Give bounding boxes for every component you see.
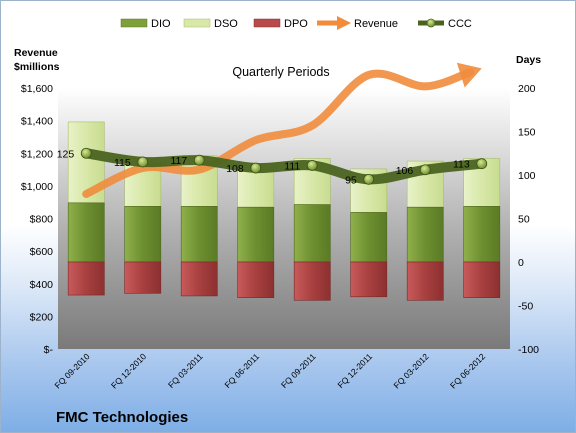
- category-labels: FQ 09-2010 FQ 12-2010 FQ 03-2011 FQ 06-2…: [53, 351, 488, 390]
- legend-swatch-dio: [120, 18, 148, 28]
- ccc-data-label: 95: [345, 174, 357, 186]
- left-axis-title-line2: $millions: [14, 61, 60, 73]
- category-label: FQ 12-2011: [335, 351, 374, 390]
- ccc-marker: [476, 158, 488, 170]
- bar-dpo: [293, 261, 331, 301]
- left-tick-label: $400: [30, 279, 54, 291]
- bar-dio: [406, 206, 444, 263]
- bar-dpo: [67, 261, 105, 296]
- left-tick-label: $800: [30, 214, 54, 226]
- legend-marker-ccc: [426, 18, 436, 28]
- ccc-data-label: 117: [171, 155, 188, 167]
- ccc-data-label: 111: [284, 160, 300, 172]
- category-label: FQ 12-2010: [109, 351, 148, 390]
- bar-dio: [350, 212, 388, 263]
- legend-item-dio: DIO: [120, 18, 171, 30]
- bar-dpo: [180, 261, 218, 297]
- category-label: FQ 09-2010: [53, 351, 92, 390]
- chart-title: Quarterly Periods: [232, 65, 329, 79]
- bar-dio: [67, 202, 105, 263]
- right-tick-label: 150: [518, 127, 536, 139]
- ccc-marker: [250, 162, 262, 174]
- legend-arrow-icon: [337, 16, 351, 30]
- legend-swatch-dpo: [253, 18, 281, 28]
- left-tick-label: $1,400: [21, 116, 53, 128]
- right-axis-title: Days: [516, 54, 541, 66]
- ccc-marker: [363, 173, 375, 185]
- ccc-marker: [193, 154, 205, 166]
- legend-item-ccc: CCC: [418, 18, 472, 30]
- category-label: FQ 03-2012: [392, 351, 431, 390]
- right-tick-label: 50: [518, 214, 530, 226]
- bar-dio: [237, 206, 275, 263]
- left-axis-title-line1: Revenue: [14, 47, 58, 59]
- ccc-marker: [137, 156, 149, 168]
- ccc-data-label: 115: [114, 157, 131, 169]
- bar-dio: [463, 206, 501, 263]
- right-axis-ticks: 200 150 100 50 0 -50 -100: [518, 83, 539, 356]
- left-axis-ticks: $1,600 $1,400 $1,200 $1,000 $800 $600 $4…: [21, 83, 54, 356]
- ccc-marker: [419, 164, 431, 176]
- legend: DIO DSO DPO Revenue CCC: [120, 16, 472, 30]
- legend-swatch-dso: [183, 18, 211, 28]
- right-tick-label: 100: [518, 170, 536, 182]
- left-tick-label: $1,200: [21, 148, 53, 160]
- bar-dpo: [463, 261, 501, 298]
- revenue-arrow-icon: [456, 62, 482, 88]
- ccc-marker: [306, 160, 318, 171]
- right-tick-label: 200: [518, 83, 536, 95]
- legend-item-revenue: Revenue: [317, 16, 398, 30]
- category-label: FQ 03-2011: [166, 351, 205, 390]
- legend-label-dpo: DPO: [284, 18, 308, 30]
- left-tick-label: $600: [30, 246, 54, 258]
- legend-label-ccc: CCC: [448, 18, 472, 30]
- legend-label-dio: DIO: [151, 18, 171, 30]
- legend-label-revenue: Revenue: [354, 18, 398, 30]
- left-tick-label: $1,000: [21, 181, 53, 193]
- bar-dpo: [350, 261, 388, 298]
- ccc-data-label: 113: [453, 159, 470, 171]
- left-tick-label: $-: [44, 344, 54, 356]
- bar-dpo: [237, 261, 275, 298]
- bar-dpo: [124, 261, 162, 294]
- category-label: FQ 06-2011: [222, 351, 261, 390]
- bar-dio: [124, 206, 162, 263]
- bar-dio: [293, 204, 331, 263]
- right-tick-label: -100: [518, 344, 539, 356]
- ccc-data-label: 125: [57, 148, 75, 160]
- category-label: FQ 09-2011: [279, 351, 318, 390]
- right-tick-label: 0: [518, 257, 524, 269]
- ccc-data-label: 106: [396, 165, 414, 177]
- left-tick-label: $1,600: [21, 83, 53, 95]
- ccc-data-label: 108: [226, 163, 244, 175]
- legend-label-dso: DSO: [214, 18, 238, 30]
- bar-dpo: [406, 261, 444, 301]
- legend-item-dpo: DPO: [253, 18, 308, 30]
- ccc-series: [80, 147, 488, 185]
- bar-dio: [180, 206, 218, 263]
- legend-item-dso: DSO: [183, 18, 238, 30]
- left-tick-label: $200: [30, 311, 54, 323]
- category-label: FQ 06-2012: [448, 351, 487, 390]
- bar-series: [67, 121, 501, 301]
- right-tick-label: -50: [518, 301, 533, 313]
- ccc-marker: [80, 147, 92, 159]
- company-name: FMC Technologies: [56, 409, 188, 426]
- ccc-data-labels: 125 115 117 108 111 95 106 113: [57, 148, 470, 186]
